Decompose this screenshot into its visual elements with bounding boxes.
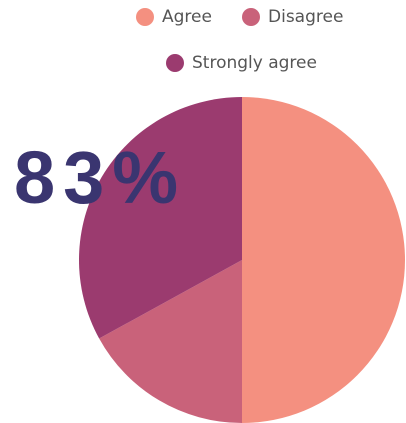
pie-slice [79, 97, 243, 339]
legend-label: Disagree [268, 7, 343, 27]
legend-swatch [242, 8, 260, 26]
legend-swatch [166, 54, 184, 72]
pie-slice [99, 260, 242, 423]
pie-slice [242, 97, 405, 423]
legend-label: Agree [162, 7, 212, 27]
legend-label: Strongly agree [192, 53, 317, 73]
annotation: 83% [14, 136, 186, 219]
legend-swatch [136, 8, 154, 26]
